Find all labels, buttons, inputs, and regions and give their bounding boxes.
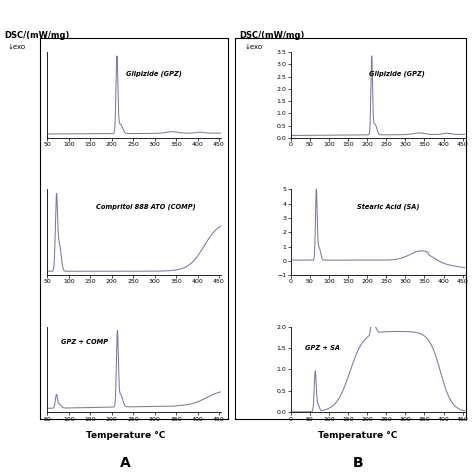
Text: Stearic Acid (SA): Stearic Acid (SA) — [357, 203, 419, 210]
Text: ↓exo: ↓exo — [244, 44, 262, 50]
Text: GPZ + SA: GPZ + SA — [305, 345, 340, 351]
Text: Compritol 888 ATO (COMP): Compritol 888 ATO (COMP) — [96, 203, 196, 210]
Text: DSC/(mW/mg): DSC/(mW/mg) — [5, 31, 70, 40]
Text: ↓exo: ↓exo — [7, 44, 25, 50]
Text: DSC/(mW/mg): DSC/(mW/mg) — [239, 31, 305, 40]
Text: Temperature °C: Temperature °C — [86, 431, 165, 440]
Text: B: B — [353, 456, 363, 470]
Text: Glipizide (GPZ): Glipizide (GPZ) — [126, 70, 182, 77]
Text: GPZ + COMP: GPZ + COMP — [61, 339, 109, 345]
Text: Temperature °C: Temperature °C — [318, 431, 398, 440]
Text: A: A — [120, 456, 131, 470]
Text: Glipizide (GPZ): Glipizide (GPZ) — [369, 70, 425, 77]
